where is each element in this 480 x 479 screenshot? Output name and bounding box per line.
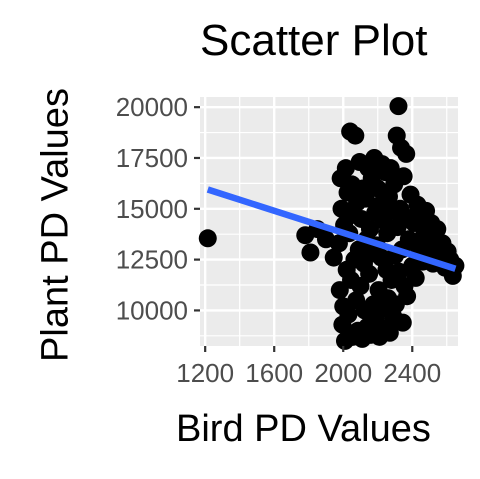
data-point: [339, 305, 358, 324]
y-tick-label: 12500: [116, 245, 188, 275]
data-point: [398, 287, 417, 306]
data-point: [394, 167, 413, 186]
x-tick-label: 2000: [314, 358, 372, 388]
data-points: [198, 97, 465, 350]
x-tick-label: 1200: [176, 358, 234, 388]
chart-title: Scatter Plot: [200, 16, 428, 65]
data-point: [198, 229, 217, 248]
data-point: [336, 159, 355, 178]
y-tick-label: 17500: [116, 143, 188, 173]
data-point: [406, 268, 425, 287]
grid-minor: [200, 97, 458, 346]
y-tick-label: 15000: [116, 194, 188, 224]
data-point: [360, 264, 379, 283]
y-tick-label: 10000: [116, 295, 188, 325]
data-point: [397, 144, 416, 163]
trend-line: [206, 186, 457, 272]
data-point: [346, 126, 365, 145]
data-point: [324, 248, 343, 267]
data-point: [428, 220, 447, 239]
x-tick-label: 1600: [245, 358, 303, 388]
data-point: [381, 159, 400, 178]
data-point: [356, 189, 375, 208]
x-tick-label: 2400: [383, 358, 441, 388]
trend-line-group: [206, 186, 457, 272]
data-point: [301, 243, 320, 262]
axis-ticks: 10000 12500 15000 17500 20000 1200 1600 2000 240…: [116, 92, 442, 388]
x-axis-label: Bird PD Values: [176, 408, 431, 450]
data-point: [393, 313, 412, 332]
data-point: [380, 323, 399, 342]
data-point: [389, 97, 408, 116]
data-point: [360, 220, 379, 239]
y-tick-label: 20000: [116, 92, 188, 122]
